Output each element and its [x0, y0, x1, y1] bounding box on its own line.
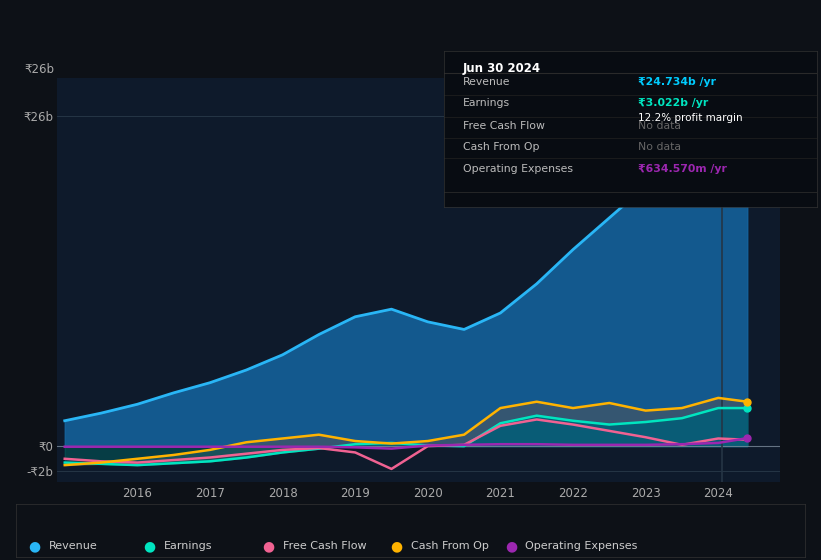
Text: Cash From Op: Cash From Op [463, 142, 539, 152]
Text: No data: No data [638, 121, 681, 131]
Text: Operating Expenses: Operating Expenses [463, 164, 572, 174]
Text: ●: ● [263, 539, 275, 553]
Text: ●: ● [144, 539, 156, 553]
Text: ₹24.734b /yr: ₹24.734b /yr [638, 77, 716, 87]
Text: Revenue: Revenue [49, 541, 98, 551]
Text: Cash From Op: Cash From Op [410, 541, 488, 551]
Text: 12.2% profit margin: 12.2% profit margin [638, 113, 742, 123]
Text: No data: No data [638, 142, 681, 152]
Text: ₹3.022b /yr: ₹3.022b /yr [638, 97, 709, 108]
Text: Earnings: Earnings [164, 541, 213, 551]
Text: Operating Expenses: Operating Expenses [525, 541, 638, 551]
Text: ●: ● [390, 539, 402, 553]
Text: ₹26b: ₹26b [25, 63, 55, 76]
Text: Free Cash Flow: Free Cash Flow [463, 121, 544, 131]
Text: Free Cash Flow: Free Cash Flow [283, 541, 367, 551]
Text: Jun 30 2024: Jun 30 2024 [463, 62, 541, 74]
Text: ●: ● [505, 539, 517, 553]
Text: Revenue: Revenue [463, 77, 510, 87]
Text: ●: ● [29, 539, 41, 553]
Text: Earnings: Earnings [463, 97, 510, 108]
Text: ₹634.570m /yr: ₹634.570m /yr [638, 164, 727, 174]
